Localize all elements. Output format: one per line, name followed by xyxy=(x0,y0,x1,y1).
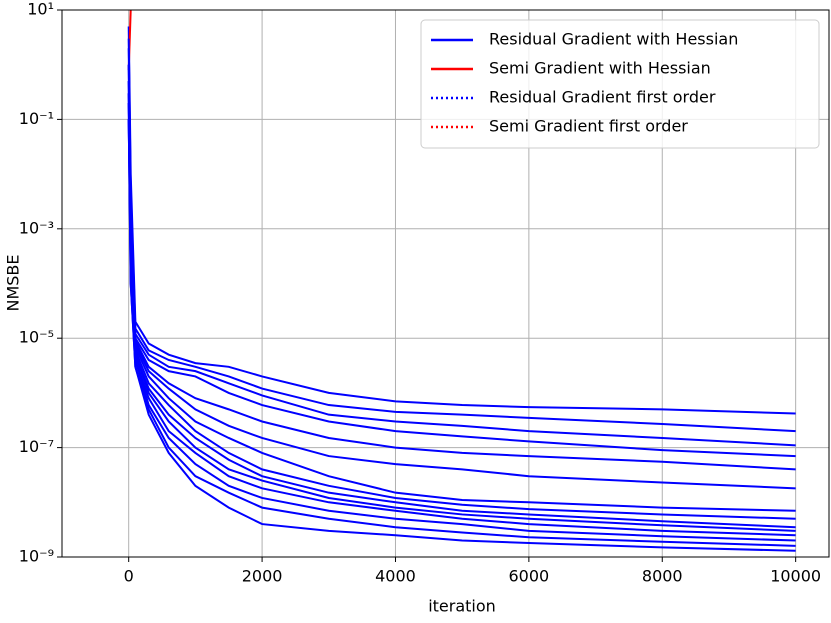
y-tick-label: 10¹ xyxy=(27,0,54,19)
x-tick-label: 6000 xyxy=(509,567,550,586)
series-line xyxy=(127,119,796,542)
x-axis-label: iteration xyxy=(428,597,496,616)
x-tick-label: 8000 xyxy=(642,567,683,586)
y-tick-label: 10⁻⁷ xyxy=(19,437,54,456)
series-line xyxy=(127,119,796,552)
x-tick-label: 0 xyxy=(124,567,134,586)
y-tick-label: 10⁻⁹ xyxy=(19,547,54,566)
legend-label: Semi Gradient first order xyxy=(489,117,688,136)
y-tick-label: 10⁻¹ xyxy=(19,109,54,128)
series-line xyxy=(127,81,796,490)
legend-label: Semi Gradient with Hessian xyxy=(489,59,711,78)
series-line xyxy=(127,119,796,547)
x-tick-label: 10000 xyxy=(770,567,821,586)
series-line xyxy=(127,64,796,458)
series-line xyxy=(127,26,796,415)
x-tick-label: 4000 xyxy=(375,567,416,586)
plot-area xyxy=(127,10,796,552)
y-tick-label: 10⁻⁵ xyxy=(19,328,54,347)
y-axis-label: NMSBE xyxy=(4,254,23,311)
series-line xyxy=(127,102,796,532)
legend-label: Residual Gradient with Hessian xyxy=(489,30,738,49)
legend-box xyxy=(420,19,820,149)
series-line xyxy=(127,81,796,512)
series-line xyxy=(127,93,796,529)
series-line xyxy=(127,93,796,520)
y-tick-label: 10⁻³ xyxy=(19,218,54,237)
plot-frame xyxy=(61,9,830,558)
x-tick-label: 2000 xyxy=(242,567,283,586)
series-line xyxy=(127,38,796,433)
legend-label: Residual Gradient first order xyxy=(489,88,716,107)
series-line xyxy=(127,48,796,447)
series-line xyxy=(127,64,796,471)
